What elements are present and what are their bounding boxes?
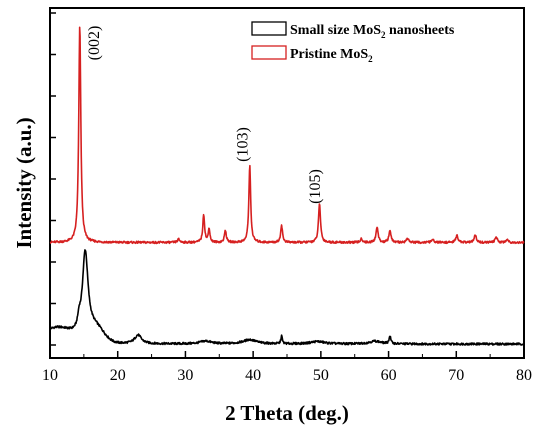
legend-label: Pristine MoS2: [290, 47, 373, 64]
series-line-small-size-mos2: [49, 249, 525, 346]
axis-ticks: 10 20 30 40 50 60 70 80: [42, 12, 532, 384]
x-tick-label: 30: [177, 367, 193, 384]
x-tick-label: 70: [448, 367, 464, 384]
x-tick-label: 20: [110, 367, 126, 384]
x-tick-label: 50: [313, 367, 329, 384]
legend: Small size MoS2 nanosheets Pristine MoS2: [251, 21, 455, 64]
legend-label: Small size MoS2 nanosheets: [290, 23, 455, 40]
legend-swatch: [251, 21, 287, 36]
x-tick-label: 80: [516, 367, 532, 384]
x-axis-label: 2 Theta (deg.): [225, 401, 349, 425]
peak-label: (002): [86, 26, 103, 61]
x-tick-label: 60: [381, 367, 397, 384]
peak-label: (103): [235, 127, 252, 162]
series-line-pristine-mos2: [49, 26, 525, 245]
plot-border: [49, 7, 525, 359]
x-tick-label: 40: [245, 367, 261, 384]
x-tick-label: 10: [42, 367, 58, 384]
peak-label: (105): [307, 169, 324, 204]
plot-frame: [49, 7, 525, 359]
legend-swatch: [251, 45, 287, 60]
y-axis-label: Intensity (a.u.): [12, 117, 36, 248]
peak-annotations: (002) (103) (105): [86, 26, 324, 204]
series-layer: [49, 26, 525, 346]
